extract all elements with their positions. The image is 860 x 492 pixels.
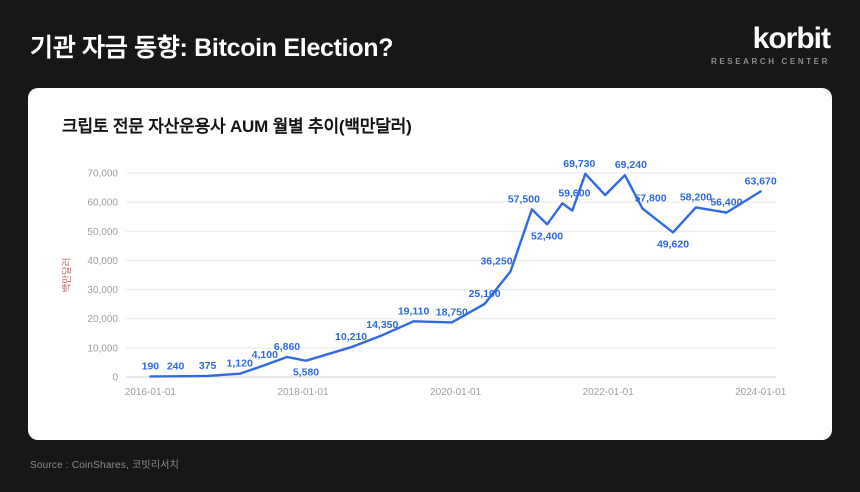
data-label: 58,200 bbox=[680, 191, 712, 203]
y-tick-label: 40,000 bbox=[87, 256, 118, 267]
korbit-logo-text: korbit bbox=[752, 22, 831, 55]
y-tick-label: 60,000 bbox=[87, 198, 118, 209]
x-tick-label: 2016-01-01 bbox=[125, 387, 177, 398]
data-label: 375 bbox=[199, 360, 217, 372]
y-tick-label: 0 bbox=[112, 373, 118, 384]
data-label: 1,120 bbox=[227, 358, 253, 370]
data-label: 59,600 bbox=[558, 187, 590, 199]
data-label: 56,400 bbox=[710, 197, 742, 209]
data-label: 19,110 bbox=[398, 305, 430, 317]
data-label: 69,240 bbox=[615, 159, 647, 171]
data-label: 6,860 bbox=[274, 341, 300, 353]
aum-line-chart: 0 10,000 20,000 30,000 40,000 50,000 60,000 70,… bbox=[61, 158, 787, 398]
data-label: 14,350 bbox=[366, 319, 398, 331]
data-label: 4,100 bbox=[252, 349, 278, 361]
page-title: 기관 자금 동향: Bitcoin Election? bbox=[30, 34, 394, 62]
y-tick-label: 10,000 bbox=[87, 343, 118, 354]
x-tick-label: 2024-01-01 bbox=[735, 387, 787, 398]
aum-line bbox=[149, 172, 762, 378]
data-label: 5,580 bbox=[293, 367, 319, 379]
y-axis-label: 백만달러 bbox=[61, 258, 73, 293]
y-tick-label: 20,000 bbox=[87, 314, 118, 325]
y-tick-label: 30,000 bbox=[87, 285, 118, 296]
data-label: 57,500 bbox=[508, 193, 540, 205]
chart-title: 크립토 전문 자산운용사 AUM 월별 추이(백만달러) bbox=[62, 117, 412, 136]
source-text: Source : CoinShares, 코빗리서치 bbox=[30, 460, 180, 471]
data-label: 190 bbox=[142, 360, 160, 372]
data-label: 49,620 bbox=[657, 238, 689, 250]
korbit-logo: korbit RESEARCH CENTER bbox=[710, 22, 831, 67]
data-label: 57,800 bbox=[634, 193, 666, 205]
data-label: 25,100 bbox=[469, 288, 501, 300]
data-label: 36,250 bbox=[480, 255, 512, 267]
chart-card: 크립토 전문 자산운용사 AUM 월별 추이(백만달러) 0 10,000 20,0… bbox=[28, 88, 832, 440]
data-label: 63,670 bbox=[745, 175, 777, 187]
data-label: 18,750 bbox=[436, 306, 468, 318]
chart-area: 0 10,000 20,000 30,000 40,000 50,000 60,000 70,… bbox=[58, 151, 802, 413]
x-tick-label: 2020-01-01 bbox=[430, 387, 482, 398]
header: 기관 자금 동향: Bitcoin Election? korbit RESEA… bbox=[0, 0, 860, 72]
page: 기관 자금 동향: Bitcoin Election? korbit RESEA… bbox=[0, 0, 860, 471]
korbit-logo-subtitle: RESEARCH CENTER bbox=[710, 57, 830, 66]
data-label: 10,210 bbox=[335, 331, 367, 343]
y-tick-label: 50,000 bbox=[87, 227, 118, 238]
x-tick-label: 2018-01-01 bbox=[277, 387, 329, 398]
data-label: 240 bbox=[167, 360, 185, 372]
data-label: 69,730 bbox=[563, 158, 595, 170]
y-tick-label: 70,000 bbox=[87, 169, 118, 180]
data-label: 52,400 bbox=[531, 230, 563, 242]
x-tick-label: 2022-01-01 bbox=[583, 387, 635, 398]
